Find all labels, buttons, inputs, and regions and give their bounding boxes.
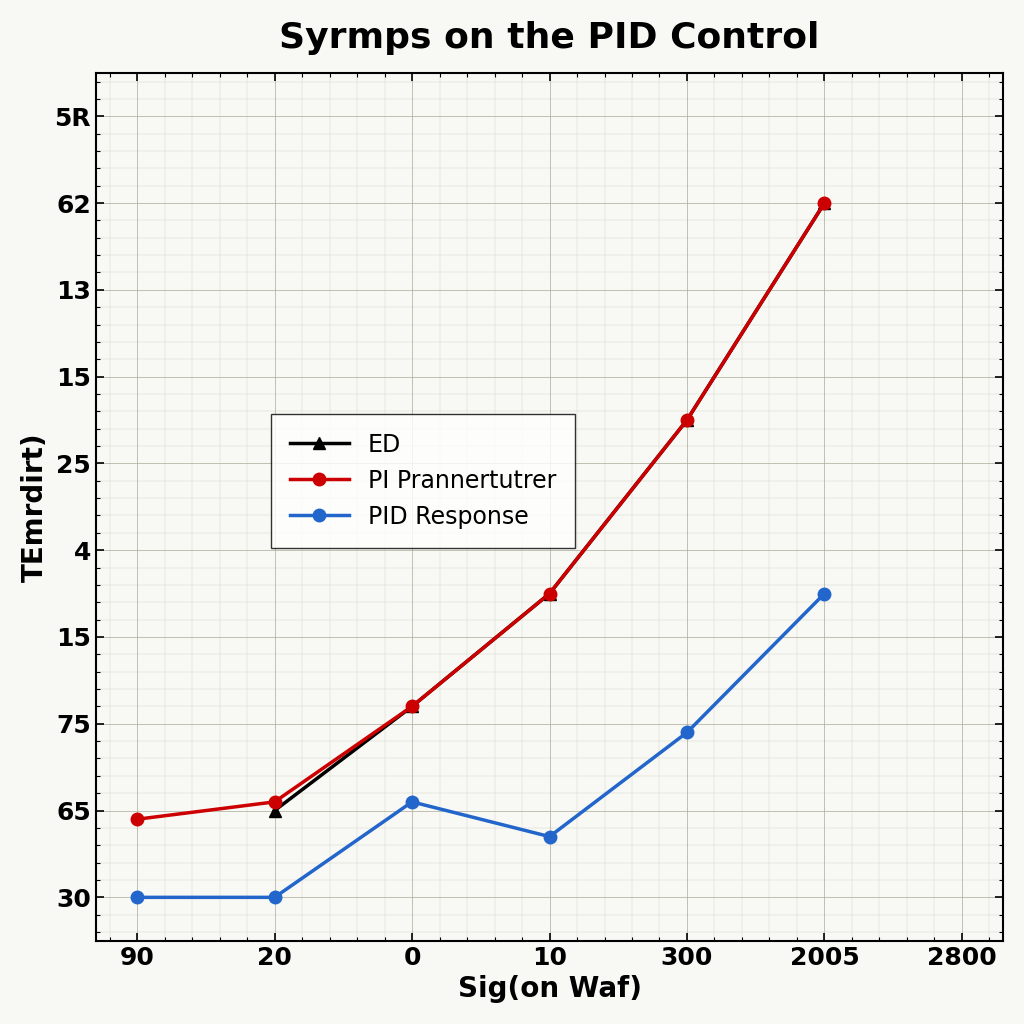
PID Response (818, 588, 830, 600)
PID Response (406, 796, 418, 808)
PID Response (544, 830, 556, 843)
PI Prannertutrer (268, 796, 281, 808)
ED (406, 700, 418, 713)
Line: ED: ED (268, 197, 830, 817)
Line: PID Response: PID Response (131, 588, 830, 903)
PI Prannertutrer (544, 588, 556, 600)
Line: PI Prannertutrer: PI Prannertutrer (131, 197, 830, 825)
PI Prannertutrer (131, 813, 143, 825)
PI Prannertutrer (818, 197, 830, 209)
PI Prannertutrer (406, 700, 418, 713)
ED (268, 805, 281, 817)
PID Response (681, 726, 693, 738)
PID Response (268, 891, 281, 903)
PI Prannertutrer (681, 414, 693, 426)
ED (544, 588, 556, 600)
Title: Syrmps on the PID Control: Syrmps on the PID Control (280, 20, 819, 55)
X-axis label: Sig(on Waf): Sig(on Waf) (458, 975, 641, 1004)
PID Response (131, 891, 143, 903)
Legend: ED, PI Prannertutrer, PID Response: ED, PI Prannertutrer, PID Response (271, 415, 575, 548)
ED (818, 197, 830, 209)
ED (681, 414, 693, 426)
Y-axis label: TEmrdirt): TEmrdirt) (20, 432, 49, 582)
